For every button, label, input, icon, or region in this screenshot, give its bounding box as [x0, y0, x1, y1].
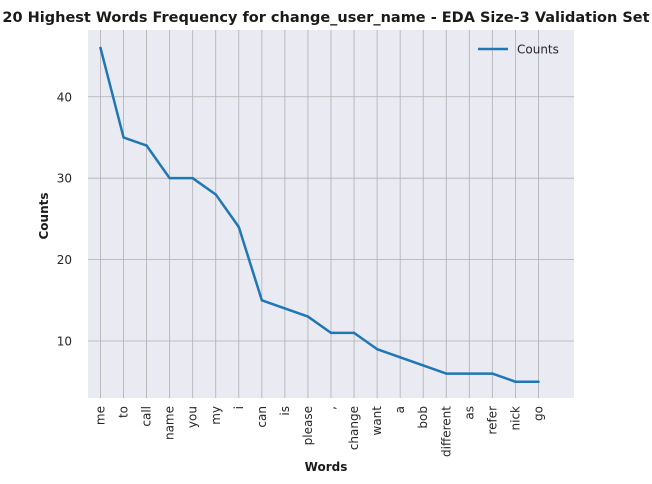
x-tick-label: a: [393, 406, 407, 413]
x-tick-label: as: [462, 406, 476, 420]
y-tick-label: 30: [57, 172, 72, 186]
x-tick-label: you: [186, 406, 200, 428]
x-axis-label: Words: [305, 460, 348, 474]
x-tick-label: call: [140, 406, 154, 427]
data-point: [306, 315, 310, 318]
data-point: [398, 356, 402, 359]
data-point: [214, 193, 217, 196]
x-tick-label: bob: [416, 406, 430, 429]
x-tick-label: different: [439, 406, 453, 457]
y-tick-label: 20: [57, 253, 72, 267]
legend: Counts: [478, 43, 559, 57]
x-tick-label: want: [370, 406, 384, 436]
x-tick-label: i: [232, 406, 246, 409]
data-point: [99, 46, 102, 50]
x-tick-label: can: [255, 406, 269, 428]
data-point: [537, 380, 540, 383]
data-point: [422, 364, 425, 367]
data-point: [468, 372, 471, 375]
data-point: [145, 144, 148, 147]
x-tick-label: go: [531, 406, 545, 421]
data-point: [237, 225, 240, 229]
x-axis-ticks: me to call name you my i can is please, change want…: [94, 406, 546, 457]
data-point: [329, 331, 333, 335]
x-tick-label: to: [117, 406, 131, 418]
series: [99, 46, 540, 383]
data-point: [191, 176, 194, 180]
x-tick-label: ,: [324, 406, 338, 410]
x-tick-label: is: [278, 406, 292, 416]
data-point: [283, 307, 287, 310]
x-tick-label: refer: [485, 406, 499, 435]
x-tick-label: nick: [508, 406, 522, 431]
data-point: [445, 372, 448, 375]
x-tick-label: name: [163, 406, 177, 440]
x-tick-label: my: [209, 406, 223, 425]
y-tick-label: 10: [57, 335, 72, 349]
x-tick-label: change: [347, 406, 361, 450]
x-tick-label: please: [301, 406, 315, 445]
data-point: [491, 372, 494, 375]
data-point: [168, 176, 171, 180]
data-point: [514, 380, 517, 383]
data-point: [260, 299, 264, 302]
y-axis-ticks: 10 20 30 40: [57, 90, 72, 348]
data-point: [352, 331, 356, 335]
chart-title: 20 Highest Words Frequency for change_us…: [2, 10, 649, 26]
x-tick-label: me: [94, 406, 108, 425]
data-point: [375, 347, 379, 351]
grid: [88, 30, 574, 398]
series-line: [99, 46, 540, 383]
data-point: [122, 136, 125, 139]
legend-label: Counts: [517, 43, 559, 57]
y-tick-label: 40: [57, 90, 72, 104]
y-axis-label: Counts: [37, 192, 51, 239]
